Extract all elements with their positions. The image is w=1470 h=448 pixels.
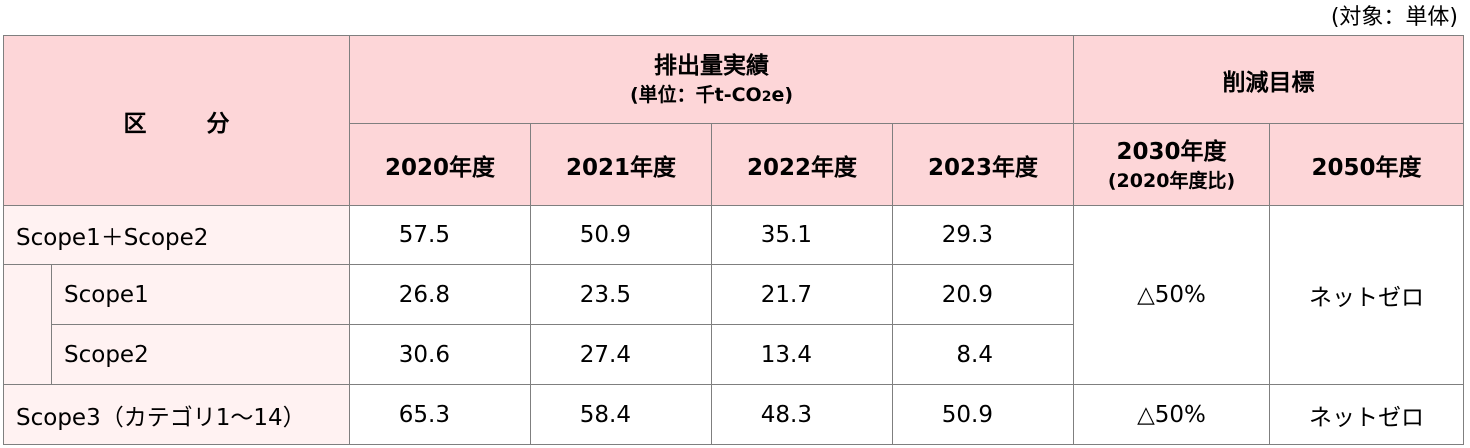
actual-emissions-header: 排出量実績 (単位：千t-CO2e) — [349, 35, 1074, 124]
year-header-2023: 2023年度 — [892, 123, 1074, 206]
table-row: Scope2 30.6 27.4 13.4 8.4 — [3, 324, 1464, 385]
target-2030-title: 2030年度 — [1116, 138, 1227, 165]
scope3-target-2030: △50% — [1073, 384, 1270, 445]
value-cell: 50.9 — [892, 384, 1074, 445]
value-cell: 26.8 — [349, 264, 531, 325]
value-cell: 30.6 — [349, 324, 531, 385]
year-header-2022: 2022年度 — [711, 123, 893, 206]
unit-suffix: e) — [771, 83, 794, 106]
row-label: Scope1 — [51, 264, 350, 325]
year-header-2020: 2020年度 — [349, 123, 531, 206]
unit-subscript: 2 — [761, 88, 772, 105]
year-header-2021: 2021年度 — [530, 123, 712, 206]
unit-prefix: (単位：千t-CO — [629, 83, 762, 106]
scope12-target-2050: ネットゼロ — [1269, 205, 1464, 385]
actual-emissions-title: 排出量実績 — [654, 52, 769, 79]
target-2030-header: 2030年度 (2020年度比) — [1073, 123, 1270, 206]
value-cell: 8.4 — [892, 324, 1074, 385]
scope-note: (対象：単体) — [1330, 5, 1458, 30]
row-label: Scope2 — [51, 324, 350, 385]
indent-cell — [3, 264, 52, 325]
value-cell: 23.5 — [530, 264, 712, 325]
table-row: Scope1＋Scope2 57.5 50.9 35.1 29.3 △50% ネ… — [3, 205, 1464, 385]
value-cell: 21.7 — [711, 264, 893, 325]
indent-cell — [3, 324, 52, 385]
value-cell: 20.9 — [892, 264, 1074, 325]
value-cell: 29.3 — [892, 205, 1074, 265]
table-row: Scope3（カテゴリ1～14） 65.3 58.4 48.3 50.9 △50… — [3, 384, 1464, 445]
table-row: Scope1 26.8 23.5 21.7 20.9 — [3, 264, 1464, 325]
value-cell: 57.5 — [349, 205, 531, 265]
value-cell: 27.4 — [530, 324, 712, 385]
scope3-target-2050: ネットゼロ — [1269, 384, 1464, 445]
category-header: 区分 — [3, 35, 350, 206]
emissions-table: 区分 排出量実績 (単位：千t-CO2e) 削減目標 2020年度 2021年度… — [3, 35, 1464, 445]
actual-emissions-unit: (単位：千t-CO2e) — [350, 82, 1073, 110]
reduction-target-header: 削減目標 — [1073, 35, 1464, 124]
category-header-right: 分 — [206, 110, 230, 137]
target-2030-note: (2020年度比) — [1107, 169, 1236, 192]
row-label: Scope1＋Scope2 — [3, 205, 350, 265]
value-cell: 35.1 — [711, 205, 893, 265]
target-2050-header: 2050年度 — [1269, 123, 1464, 206]
category-header-left: 区 — [123, 110, 147, 137]
value-cell: 50.9 — [530, 205, 712, 265]
value-cell: 65.3 — [349, 384, 531, 445]
value-cell: 13.4 — [711, 324, 893, 385]
value-cell: 58.4 — [530, 384, 712, 445]
value-cell: 48.3 — [711, 384, 893, 445]
scope12-target-2030: △50% — [1073, 205, 1270, 385]
row-label: Scope3（カテゴリ1～14） — [3, 384, 350, 445]
